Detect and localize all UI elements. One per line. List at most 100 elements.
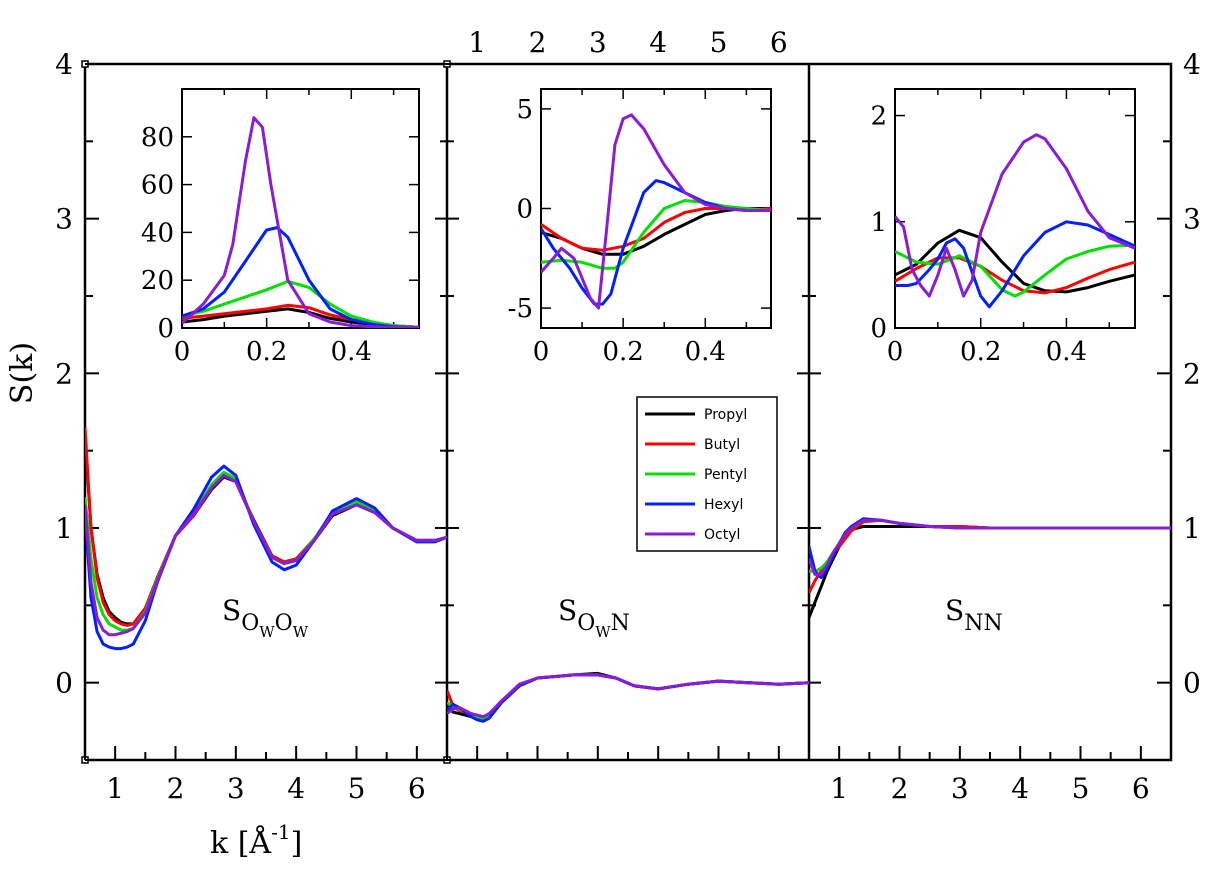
inset-x-tick-label: 0.4 [685, 337, 726, 367]
x-tick-label: 6 [1132, 772, 1150, 805]
x-tick-label: 3 [951, 772, 969, 805]
inset-frame [181, 88, 420, 329]
legend-label-pentyl: Pentyl [704, 467, 747, 483]
inset-series-line-hexyl [895, 220, 1135, 309]
series-line-pentyl [85, 470, 447, 632]
panel-label-main: S [945, 594, 964, 627]
y-tick-label-right: 4 [1183, 48, 1201, 81]
series-line-hexyl [85, 464, 447, 651]
x-tick-label: 5 [1072, 772, 1090, 805]
legend-label-hexyl: Hexyl [704, 497, 743, 513]
panel-label-subsub: W [259, 623, 275, 641]
panel-label-sub2: O [275, 611, 293, 636]
panel-label: SNN [945, 594, 1003, 636]
inset-series-line-butyl [895, 256, 1135, 295]
inset-x-tick-label: 0.2 [960, 337, 1001, 367]
inset-series-line-pentyl [182, 279, 419, 328]
x-axis-label-exponent: -1 [271, 820, 290, 844]
inset-x-tick-label: 0.4 [331, 337, 372, 367]
inset-3: 0 0.2 0.4 0 1 2 [870, 88, 1136, 367]
inset-series-line-hexyl [182, 226, 419, 328]
x-tick-label: 1 [830, 772, 848, 805]
panel-label-sub: NN [964, 611, 1003, 636]
y-tick-label-left: 0 [55, 667, 73, 700]
y-tick-label-right: 0 [1183, 667, 1201, 700]
y-tick-label-left: 3 [55, 203, 73, 236]
y-tick-label-right: 3 [1183, 203, 1201, 236]
panel-label-sub: O [577, 611, 595, 636]
inset-x-tick-label: 0 [174, 337, 191, 367]
x-axis-label: k [Å-1] [210, 820, 302, 861]
x-axis-label-close: ] [291, 826, 303, 861]
inset-y-tick-label: 0 [157, 314, 174, 344]
y-tick-label-right: 1 [1183, 512, 1201, 545]
x-tick-label: 6 [408, 772, 426, 805]
series-line-octyl [85, 473, 447, 637]
x-tick-label: 2 [167, 772, 185, 805]
top-x-tick-label: 5 [710, 26, 728, 59]
inset-y-tick-label: 60 [141, 171, 174, 201]
legend-items: Propyl Butyl Pentyl Hexyl Octyl [645, 407, 747, 543]
y-tick-label-right: 2 [1183, 357, 1201, 390]
series-line-propyl [809, 525, 1171, 619]
panel-label: SOWN [558, 594, 630, 641]
x-tick-label: 4 [287, 772, 305, 805]
panel-label-sub: O [241, 611, 259, 636]
inset-series-line-octyl [182, 116, 419, 328]
inset-series-line-octyl [541, 113, 771, 310]
x-tick-label: 4 [1011, 772, 1029, 805]
y-tick-label-left: 2 [55, 357, 73, 390]
inset-y-tick-label: 0 [870, 314, 887, 344]
legend-label-propyl: Propyl [704, 407, 747, 423]
series-line-propyl [447, 671, 809, 720]
x-tick-label: 1 [106, 772, 124, 805]
inset-y-tick-label: 80 [141, 123, 174, 153]
series-line-pentyl [447, 673, 809, 720]
inset-series-line-pentyl [895, 243, 1135, 298]
inset-x-tick-label: 0.4 [1046, 337, 1087, 367]
top-x-tick-label: 2 [529, 26, 547, 59]
inset-series-line-octyl [895, 133, 1135, 298]
top-x-tick-label: 1 [468, 26, 486, 59]
top-x-tick-label: 3 [589, 26, 607, 59]
panel-label-sub2: N [611, 611, 630, 636]
series-line-butyl [447, 673, 809, 719]
x-axis-label-main: k [Å [210, 825, 271, 861]
x-tick-label: 5 [348, 772, 366, 805]
y-tick-label-left: 1 [55, 512, 73, 545]
legend: Propyl Butyl Pentyl Hexyl Octyl [636, 396, 778, 552]
inset-2: 0 0.2 0.4-505 [508, 88, 772, 367]
inset-y-tick-label: 1 [870, 208, 887, 238]
panel-label: SOWOW [222, 594, 309, 641]
y-tick-label-left: 4 [55, 48, 73, 81]
x-tick-label: 3 [227, 772, 245, 805]
series-line-octyl [809, 518, 1171, 576]
panel-label-subsub: W [595, 623, 611, 641]
x-tick-label: 2 [891, 772, 909, 805]
inset-y-tick-label: 40 [141, 218, 174, 248]
y-axis-label: S(k) [5, 342, 40, 404]
inset-y-tick-label: 0 [516, 195, 533, 225]
inset-x-tick-label: 0.2 [602, 337, 643, 367]
legend-label-octyl: Octyl [704, 527, 740, 543]
inset-y-tick-label: 5 [516, 95, 533, 125]
top-x-tick-label: 6 [770, 26, 788, 59]
legend-label-butyl: Butyl [704, 437, 740, 453]
inset-y-tick-label: 20 [141, 266, 174, 296]
series-line-octyl [447, 673, 809, 719]
panel-3: 1 2 3 4 5 6 SNN 0 0.2 0.4 0 1 2 [808, 88, 1171, 805]
panel-label-subsub2: W [293, 623, 309, 641]
panel-label-main: S [558, 594, 577, 627]
series-line-butyl [809, 518, 1171, 594]
inset-1: 0 0.2 0.4 0 20 40 60 80 [141, 88, 420, 367]
panel-label-main: S [222, 594, 241, 627]
inset-x-tick-label: 0.2 [246, 337, 287, 367]
top-x-tick-label: 4 [649, 26, 667, 59]
inset-x-tick-label: 0 [887, 337, 904, 367]
inset-y-tick-label: 2 [870, 102, 887, 132]
inset-series-line-pentyl [541, 199, 771, 270]
